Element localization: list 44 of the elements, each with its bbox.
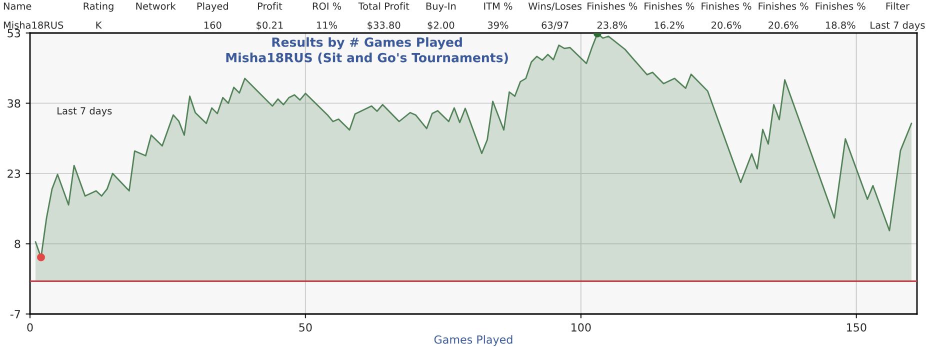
text: ROI %	[312, 2, 342, 10]
text: Buy-In	[426, 2, 456, 12]
text: Finishes %	[588, 2, 638, 10]
text: 18.8%	[826, 21, 856, 29]
text: Misha18RUS (Sit and Go's Tournaments)	[226, 52, 508, 64]
x-axis-title: Games Played	[434, 335, 512, 346]
text: Name	[4, 2, 32, 10]
text: Finishes %	[758, 2, 808, 10]
x-tick-label: 50	[299, 323, 312, 332]
text: Misha18RUS	[4, 21, 64, 29]
text: Rating	[84, 2, 114, 12]
text: $2.00	[428, 21, 454, 30]
text: 39%	[488, 21, 508, 29]
text: Total Profit	[358, 2, 410, 10]
text: Played	[197, 2, 228, 12]
text: ITM %	[484, 2, 512, 10]
text: 23.8%	[597, 21, 628, 29]
text: 20.6%	[768, 21, 798, 29]
x-tick-label: 0	[27, 323, 33, 332]
text: K	[96, 22, 102, 29]
x-tick-label: 150	[847, 323, 866, 332]
text: 20.6%	[712, 21, 742, 29]
x-tick-label: 100	[572, 323, 591, 332]
text: 160	[204, 21, 222, 29]
text: 11%	[317, 21, 338, 29]
text: Filter	[886, 2, 910, 10]
text: 63/97	[542, 21, 568, 30]
text: 16.2%	[654, 21, 684, 29]
y-tick-label: 38	[8, 99, 20, 108]
text: Profit	[258, 2, 282, 10]
text: Last 7 days	[870, 21, 925, 31]
text: $33.80	[368, 21, 400, 30]
text: Finishes %	[816, 2, 866, 10]
text: $0.21	[256, 21, 283, 30]
chart-title: Results by # Games Played	[272, 37, 462, 50]
text: Finishes %	[644, 2, 694, 10]
y-tick-label: -7	[10, 310, 20, 318]
annotation: Last 7 days	[58, 106, 112, 116]
y-tick-label: 23	[8, 169, 20, 178]
text: Network	[136, 2, 176, 10]
y-tick-label: 53	[8, 28, 20, 38]
text: Wins/Loses	[528, 2, 582, 11]
y-tick-label: 8	[14, 240, 20, 248]
text: Finishes %	[702, 2, 752, 10]
